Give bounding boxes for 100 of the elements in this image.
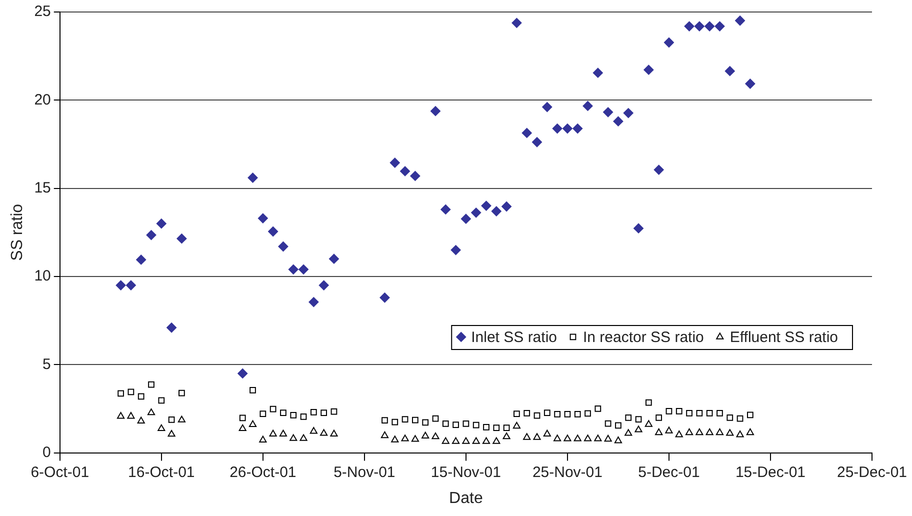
point (512, 18, 522, 28)
point (532, 137, 542, 148)
point (574, 411, 581, 418)
point (148, 381, 154, 388)
point (552, 124, 562, 134)
point (178, 390, 185, 396)
point (300, 434, 308, 441)
point (582, 100, 593, 111)
point (422, 432, 430, 438)
point (278, 242, 288, 252)
point (572, 124, 583, 134)
point (644, 420, 652, 427)
point (176, 234, 187, 244)
point (270, 406, 276, 412)
x-tick-label: 5-Dec-01 (638, 464, 700, 481)
point (735, 16, 746, 26)
point (147, 408, 156, 416)
point (412, 416, 418, 424)
point (128, 388, 134, 396)
point (543, 430, 551, 437)
point (401, 434, 409, 442)
point (328, 254, 339, 264)
point (380, 292, 390, 303)
point (544, 410, 550, 416)
point (592, 68, 603, 78)
point (391, 436, 399, 442)
point (686, 410, 692, 416)
point (138, 393, 144, 400)
point (533, 433, 541, 440)
point (512, 422, 520, 429)
point (503, 424, 510, 431)
point (684, 21, 694, 32)
point (452, 422, 459, 428)
point (706, 428, 714, 436)
point (634, 223, 644, 234)
point (624, 429, 632, 436)
point (432, 415, 439, 422)
point (146, 230, 156, 240)
point (290, 412, 297, 418)
point (696, 428, 704, 436)
point (584, 410, 591, 417)
point (534, 412, 540, 419)
point (623, 108, 634, 118)
point (522, 128, 532, 138)
point (279, 430, 288, 437)
y-tick-label: 10 (34, 268, 51, 285)
point (250, 387, 256, 394)
point (704, 21, 715, 32)
point (268, 226, 278, 237)
point (656, 414, 662, 421)
point (654, 164, 664, 175)
point (634, 426, 642, 432)
point (166, 322, 177, 333)
point (523, 433, 531, 440)
point (460, 214, 471, 224)
point (330, 408, 338, 415)
x-tick-label: 16-Oct-01 (128, 464, 195, 481)
y-axis-title: SS ratio (9, 204, 26, 261)
point (502, 201, 512, 212)
point (492, 437, 500, 444)
point (724, 66, 735, 76)
point (168, 430, 176, 437)
point (269, 430, 277, 437)
point (440, 204, 451, 214)
point (706, 410, 713, 416)
x-axis-title: Date (449, 490, 483, 507)
point (493, 424, 500, 431)
point (685, 428, 694, 436)
point (694, 21, 704, 32)
point (676, 408, 682, 414)
point (288, 264, 298, 274)
x-tick-label: 25-Dec-01 (836, 464, 908, 481)
point (491, 206, 502, 216)
point (260, 410, 266, 418)
point (248, 420, 257, 427)
point (308, 297, 319, 308)
point (696, 410, 703, 416)
point (714, 21, 725, 32)
point (280, 410, 286, 416)
legend-label: In reactor SS ratio (582, 329, 704, 346)
x-tick-label: 15-Nov-01 (430, 464, 501, 481)
point (238, 424, 246, 432)
point (594, 434, 602, 442)
point (604, 434, 612, 442)
point (716, 428, 724, 436)
point (471, 208, 482, 218)
point (645, 399, 652, 406)
point (614, 436, 622, 444)
point (127, 412, 135, 419)
point (502, 432, 510, 440)
point (410, 170, 420, 181)
point (390, 158, 400, 168)
point (330, 430, 338, 437)
point (318, 280, 329, 290)
point (239, 414, 246, 422)
point (380, 431, 389, 438)
point (655, 428, 663, 436)
point (442, 420, 449, 427)
point (411, 435, 419, 442)
x-tick-label: 15-Dec-01 (735, 464, 806, 481)
